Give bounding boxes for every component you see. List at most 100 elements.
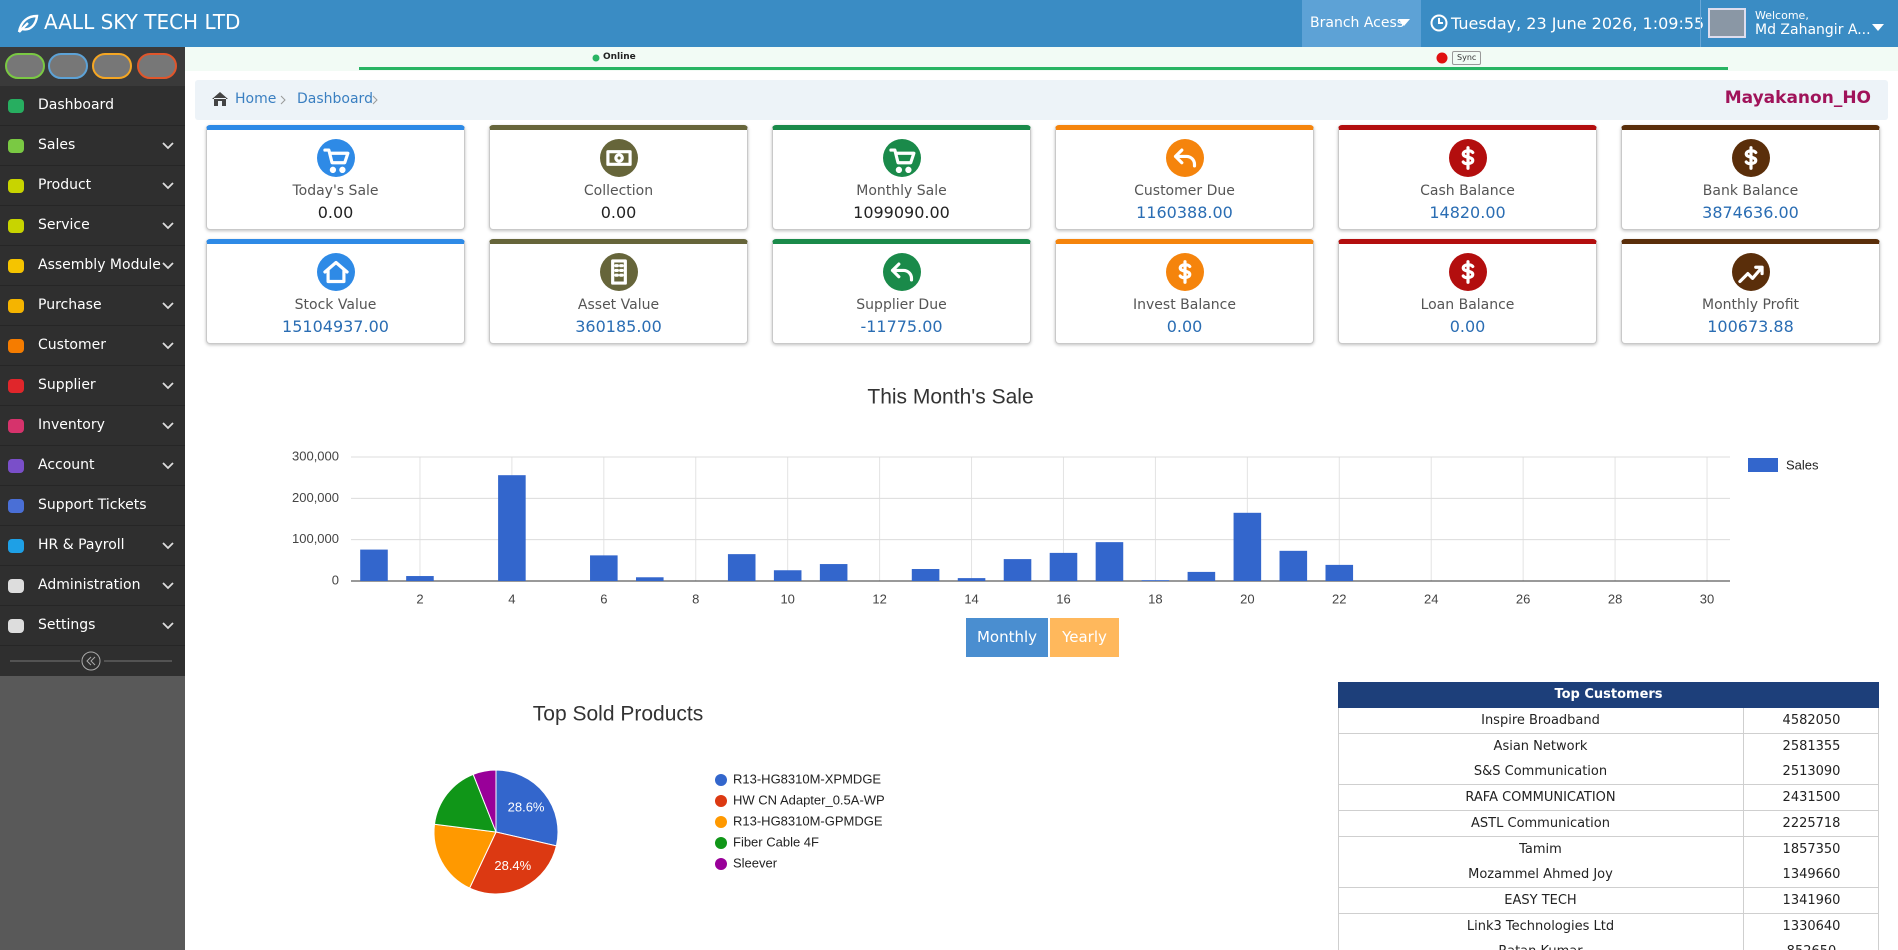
menu-item[interactable] (0, 126, 185, 166)
menu-label[interactable]: Administration (38, 577, 141, 593)
x-tick-label: 6 (600, 591, 607, 606)
menu-item[interactable] (0, 446, 185, 486)
tool-button[interactable] (5, 53, 45, 79)
user-menu[interactable] (1700, 0, 1898, 47)
home-icon (212, 92, 228, 106)
menu-item[interactable] (0, 566, 185, 606)
y-tick-label: 200,000 (292, 490, 339, 505)
bar (727, 554, 756, 581)
menu-label[interactable]: HR & Payroll (38, 537, 125, 553)
chart-title: Top Sold Products (533, 703, 703, 726)
menu-item[interactable] (0, 246, 185, 286)
menu-label[interactable]: Account (38, 457, 95, 473)
x-tick-label: 22 (1332, 591, 1346, 606)
card-label: Today's Sale (292, 183, 379, 199)
bar (1279, 550, 1308, 581)
menu-label[interactable]: Assembly Module (38, 257, 161, 273)
menu-item[interactable] (0, 286, 185, 326)
icon-glyph (1461, 260, 1475, 284)
x-tick-label: 24 (1424, 591, 1438, 606)
tool-button[interactable] (137, 53, 177, 79)
card-label: Loan Balance (1420, 297, 1515, 313)
menu-label[interactable]: Inventory (38, 417, 105, 433)
collapse-toggle[interactable] (0, 646, 185, 676)
stat-card: Cash Balance 14820.00 (1338, 125, 1597, 230)
pie-slice (468, 831, 558, 895)
chart-toggle[interactable]: Monthly (966, 618, 1048, 657)
card-value: 0.00 (317, 203, 354, 222)
bar (1049, 552, 1078, 581)
chevron (162, 582, 174, 590)
card-icon (600, 253, 638, 291)
menu-icon-shape (8, 299, 24, 313)
menu-label[interactable]: Dashboard (38, 97, 114, 113)
tool-button[interactable] (48, 53, 88, 79)
menu-item[interactable] (0, 366, 185, 406)
card-icon (1732, 253, 1770, 291)
menu-label[interactable]: Supplier (38, 377, 96, 393)
menu-icon (8, 419, 24, 433)
menu-icon-shape (8, 219, 24, 233)
avatar (1708, 8, 1746, 38)
menu-label[interactable]: Product (38, 177, 92, 193)
bar (1187, 571, 1216, 581)
menu-item[interactable] (0, 486, 185, 526)
card-value: 0.00 (1166, 317, 1203, 336)
x-tick-label: 12 (872, 591, 886, 606)
menu-label[interactable]: Sales (38, 137, 76, 153)
customer-amount: 2513090 (1782, 764, 1841, 780)
caret (1398, 19, 1410, 26)
menu-label[interactable]: Settings (38, 617, 96, 633)
chevron (162, 182, 174, 190)
y-tick-label: 100,000 (292, 531, 339, 546)
x-tick-label: 4 (508, 591, 515, 606)
stat-card: Loan Balance 0.00 (1338, 239, 1597, 344)
menu-label[interactable]: Service (38, 217, 90, 233)
menu-icon-shape (8, 259, 24, 273)
customer-amount: 1330640 (1782, 918, 1841, 934)
legend-label: HW CN Adapter_0.5A-WP (733, 792, 885, 807)
chevron-shape (162, 262, 174, 270)
card-value: 14820.00 (1429, 203, 1506, 222)
icon-glyph (1744, 146, 1758, 170)
icon-glyph (1738, 265, 1764, 284)
card-icon (1449, 253, 1487, 291)
breadcrumb-current[interactable]: Dashboard (297, 91, 373, 107)
stat-card: Monthly Profit 100673.88 (1621, 239, 1880, 344)
app-title[interactable]: AALL SKY TECH LTD (44, 10, 241, 34)
sync-button[interactable]: Sync (1452, 51, 1482, 65)
stat-card: Customer Due 1160388.00 (1055, 125, 1314, 230)
branch-dropdown[interactable] (1302, 0, 1421, 47)
table-row (1338, 785, 1879, 812)
menu-icon-shape (8, 619, 24, 633)
menu-item[interactable] (0, 206, 185, 246)
stat-card: Collection 0.00 (489, 125, 748, 230)
card-label: Stock Value (294, 297, 377, 313)
chart-toggle[interactable]: Yearly (1050, 618, 1119, 657)
menu-label[interactable]: Support Tickets (38, 497, 147, 513)
menu-item[interactable] (0, 606, 185, 646)
sync-dot (1436, 52, 1448, 64)
menu-item[interactable] (0, 326, 185, 366)
branch-label[interactable]: Branch Acess (1310, 15, 1405, 31)
user-name[interactable]: Md Zahangir A... (1755, 22, 1871, 38)
tool-button[interactable] (92, 53, 132, 79)
menu-item[interactable] (0, 526, 185, 566)
customer-name: Asian Network (1338, 733, 1744, 760)
card-label: Collection (583, 183, 654, 199)
card-label: Supplier Due (856, 297, 947, 313)
customer-name: Ratan Kumar (1338, 939, 1744, 950)
breadcrumb-home[interactable]: Home (235, 91, 277, 107)
menu-item[interactable] (0, 86, 185, 126)
card-value: 3874636.00 (1702, 203, 1799, 222)
icon-circle (600, 139, 638, 177)
menu-label[interactable]: Purchase (38, 297, 102, 313)
menu-label[interactable]: Customer (38, 337, 107, 353)
chevron (162, 342, 174, 350)
chevron (162, 142, 174, 150)
menu-item[interactable] (0, 166, 185, 206)
bar (1233, 512, 1262, 581)
menu-item[interactable] (0, 406, 185, 446)
customer-amount: 852650 (1744, 939, 1879, 950)
card-value: 360185.00 (575, 317, 662, 336)
